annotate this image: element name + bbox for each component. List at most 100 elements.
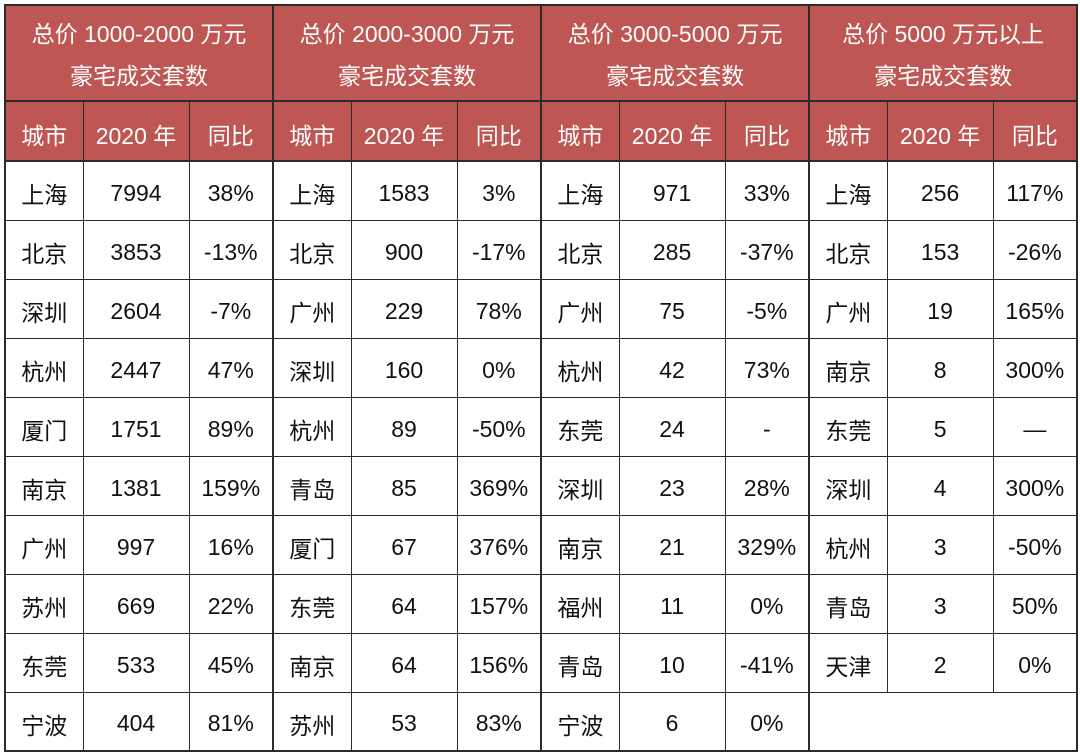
section-title-wrap: 总价 5000 万元以上 豪宅成交套数 <box>811 6 1076 99</box>
value-cell: 404 <box>82 691 190 752</box>
value-cell: 23 <box>618 455 726 516</box>
city-cell: 深圳 <box>272 337 352 398</box>
yoy-cell: -37% <box>724 219 810 280</box>
value-cell: 1583 <box>350 160 458 221</box>
col-header-city: 城市 <box>540 100 620 162</box>
yoy-cell: 81% <box>188 691 274 752</box>
yoy-cell: 117% <box>992 160 1078 221</box>
col-header-2020: 2020 年 <box>618 100 726 162</box>
section-title-line2: 豪宅成交套数 <box>606 63 745 90</box>
value-cell: 3853 <box>82 219 190 280</box>
yoy-cell: 3% <box>456 160 542 221</box>
luxury-home-sales-table: 总价 1000-2000 万元 豪宅成交套数 总价 2000-3000 万元 豪… <box>4 4 1079 752</box>
value-cell: 6 <box>618 691 726 752</box>
section-title-wrap: 总价 3000-5000 万元 豪宅成交套数 <box>543 6 808 99</box>
yoy-cell: 0% <box>992 632 1078 693</box>
value-cell: 160 <box>350 337 458 398</box>
value-cell: 64 <box>350 632 458 693</box>
col-header-2020: 2020 年 <box>350 100 458 162</box>
section-title-line2: 豪宅成交套数 <box>338 63 477 90</box>
value-cell: 19 <box>886 278 994 339</box>
value-cell: 669 <box>82 573 190 634</box>
data-row: 苏州 669 22% 东莞 64 157% 福州 11 0% 青岛 3 50% <box>4 573 1078 634</box>
city-cell: 青岛 <box>272 455 352 516</box>
col-header-2020: 2020 年 <box>82 100 190 162</box>
section-title-line2: 豪宅成交套数 <box>70 63 209 90</box>
city-cell: 南京 <box>540 514 620 575</box>
section-title-5000-plus: 总价 5000 万元以上 豪宅成交套数 <box>808 4 1078 102</box>
city-cell: 深圳 <box>540 455 620 516</box>
yoy-cell: 33% <box>724 160 810 221</box>
data-row: 北京 3853 -13% 北京 900 -17% 北京 285 -37% 北京 … <box>4 219 1078 280</box>
city-cell: 北京 <box>808 219 888 280</box>
yoy-cell: 28% <box>724 455 810 516</box>
city-cell: 杭州 <box>808 514 888 575</box>
value-cell: 3 <box>886 514 994 575</box>
col-header-yoy: 同比 <box>992 100 1078 162</box>
yoy-cell: 0% <box>724 691 810 752</box>
data-row: 上海 7994 38% 上海 1583 3% 上海 971 33% 上海 256… <box>4 160 1078 221</box>
section-title-line1: 总价 5000 万元以上 <box>842 20 1045 47</box>
yoy-cell: 47% <box>188 337 274 398</box>
col-header-yoy: 同比 <box>724 100 810 162</box>
yoy-cell: 0% <box>456 337 542 398</box>
yoy-cell: -5% <box>724 278 810 339</box>
value-cell: 4 <box>886 455 994 516</box>
section-title-3000-5000: 总价 3000-5000 万元 豪宅成交套数 <box>540 4 810 102</box>
value-cell: 10 <box>618 632 726 693</box>
value-cell: 285 <box>618 219 726 280</box>
section-title-line2: 豪宅成交套数 <box>874 63 1013 90</box>
value-cell: 7994 <box>82 160 190 221</box>
yoy-cell: -17% <box>456 219 542 280</box>
empty-cell <box>808 691 1078 752</box>
yoy-cell: 165% <box>992 278 1078 339</box>
yoy-cell: 300% <box>992 455 1078 516</box>
yoy-cell: 83% <box>456 691 542 752</box>
value-cell: 8 <box>886 337 994 398</box>
yoy-cell: - <box>724 396 810 457</box>
data-row: 广州 997 16% 厦门 67 376% 南京 21 329% 杭州 3 -5… <box>4 514 1078 575</box>
city-cell: 上海 <box>4 160 84 221</box>
city-cell: 广州 <box>808 278 888 339</box>
value-cell: 2604 <box>82 278 190 339</box>
yoy-cell: 329% <box>724 514 810 575</box>
value-cell: 75 <box>618 278 726 339</box>
city-cell: 南京 <box>272 632 352 693</box>
city-cell: 青岛 <box>540 632 620 693</box>
value-cell: 900 <box>350 219 458 280</box>
value-cell: 64 <box>350 573 458 634</box>
city-cell: 广州 <box>4 514 84 575</box>
section-title-row: 总价 1000-2000 万元 豪宅成交套数 总价 2000-3000 万元 豪… <box>4 4 1078 102</box>
value-cell: 24 <box>618 396 726 457</box>
yoy-cell: 16% <box>188 514 274 575</box>
col-header-yoy: 同比 <box>456 100 542 162</box>
city-cell: 天津 <box>808 632 888 693</box>
value-cell: 1751 <box>82 396 190 457</box>
yoy-cell: — <box>992 396 1078 457</box>
data-row: 南京 1381 159% 青岛 85 369% 深圳 23 28% 深圳 4 3… <box>4 455 1078 516</box>
city-cell: 东莞 <box>540 396 620 457</box>
yoy-cell: 89% <box>188 396 274 457</box>
city-cell: 北京 <box>540 219 620 280</box>
value-cell: 533 <box>82 632 190 693</box>
yoy-cell: 157% <box>456 573 542 634</box>
value-cell: 229 <box>350 278 458 339</box>
value-cell: 1381 <box>82 455 190 516</box>
section-title-wrap: 总价 2000-3000 万元 豪宅成交套数 <box>275 6 540 99</box>
section-title-line1: 总价 3000-5000 万元 <box>567 20 783 47</box>
yoy-cell: 0% <box>724 573 810 634</box>
value-cell: 2447 <box>82 337 190 398</box>
value-cell: 89 <box>350 396 458 457</box>
city-cell: 上海 <box>540 160 620 221</box>
city-cell: 杭州 <box>4 337 84 398</box>
data-row: 杭州 2447 47% 深圳 160 0% 杭州 42 73% 南京 8 300… <box>4 337 1078 398</box>
city-cell: 杭州 <box>540 337 620 398</box>
yoy-cell: 369% <box>456 455 542 516</box>
yoy-cell: -50% <box>456 396 542 457</box>
section-title-line1: 总价 1000-2000 万元 <box>31 20 247 47</box>
section-title-wrap: 总价 1000-2000 万元 豪宅成交套数 <box>6 6 272 99</box>
city-cell: 苏州 <box>272 691 352 752</box>
yoy-cell: 156% <box>456 632 542 693</box>
col-header-city: 城市 <box>4 100 84 162</box>
value-cell: 2 <box>886 632 994 693</box>
